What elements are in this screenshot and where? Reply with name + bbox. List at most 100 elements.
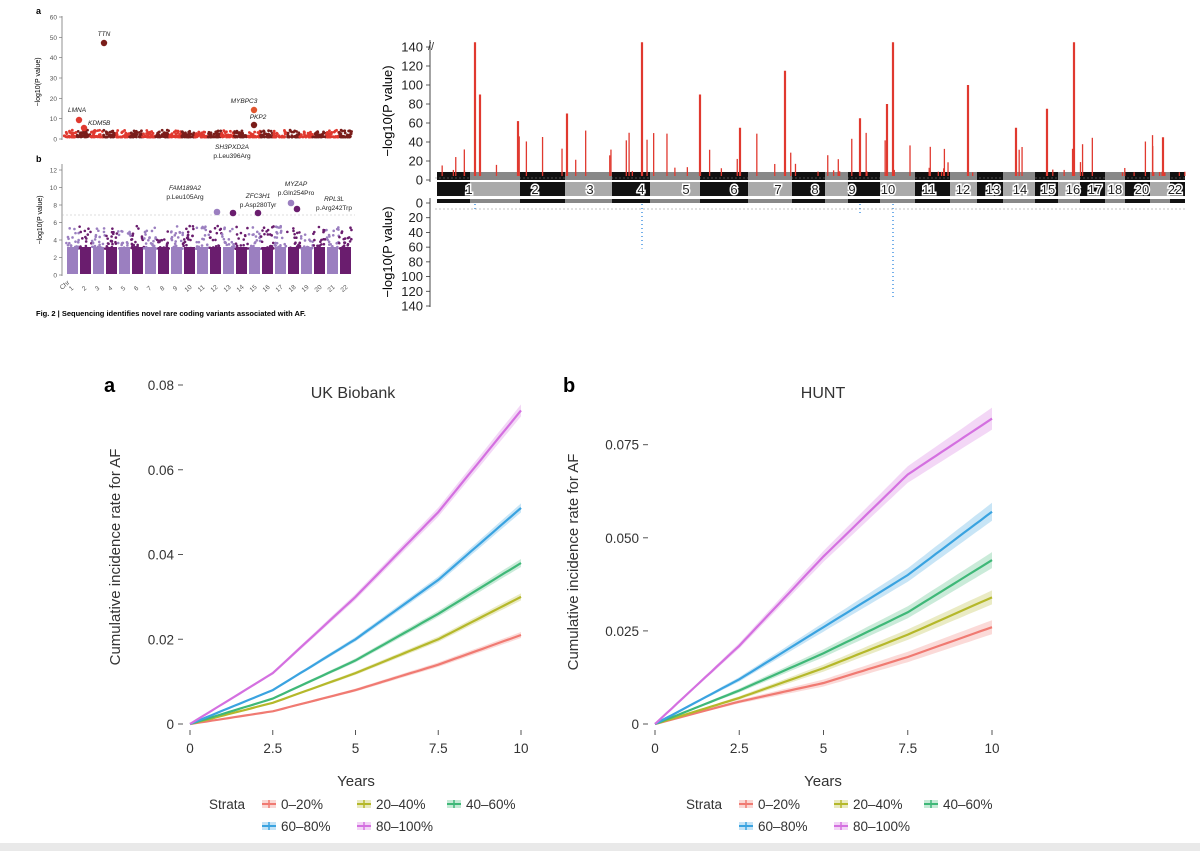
data-point xyxy=(246,226,249,230)
data-point xyxy=(178,230,182,234)
data-point xyxy=(329,246,333,250)
xtick-label: 5 xyxy=(820,741,828,756)
chromosome-segment xyxy=(880,182,915,196)
km-ukb-panel: a UK Biobank Cumulative incidence rate f… xyxy=(104,375,529,790)
dense-band xyxy=(880,172,915,180)
ytick-label: 60 xyxy=(50,15,58,22)
dense-band xyxy=(1003,199,1035,203)
data-point xyxy=(227,243,231,246)
data-point xyxy=(237,237,240,240)
data-point xyxy=(96,135,100,138)
hit-label: LMNA xyxy=(68,107,86,114)
data-point xyxy=(286,230,289,234)
data-point xyxy=(327,243,331,246)
data-point xyxy=(93,245,96,248)
data-point xyxy=(241,246,245,250)
data-point xyxy=(114,247,118,250)
data-point xyxy=(310,246,314,250)
data-point xyxy=(260,240,264,244)
ytick-label: 120 xyxy=(401,59,423,74)
dense-band xyxy=(1035,199,1058,203)
data-point xyxy=(228,129,232,133)
data-point xyxy=(76,129,80,133)
km-hunt-ylabel: Cumulative incidence rate for AF xyxy=(565,454,582,671)
dense-band xyxy=(565,199,612,203)
data-point xyxy=(106,242,110,245)
data-point xyxy=(261,247,265,250)
data-point xyxy=(279,226,282,229)
data-point xyxy=(204,228,208,232)
data-point xyxy=(337,241,341,245)
chromosome-segment xyxy=(437,182,470,196)
data-point xyxy=(251,226,255,229)
data-point xyxy=(247,135,251,139)
data-point xyxy=(223,131,227,135)
ytick-label: 0.04 xyxy=(148,548,175,563)
hit-gene-label: MYZAP xyxy=(285,181,308,188)
data-point xyxy=(203,234,207,237)
data-point xyxy=(189,238,192,242)
data-point xyxy=(235,233,239,236)
data-point xyxy=(340,231,343,235)
hit-point xyxy=(80,124,88,132)
data-point xyxy=(247,131,251,134)
xtick-label: 7 xyxy=(146,285,154,293)
data-point xyxy=(205,246,208,250)
data-point xyxy=(293,236,296,239)
data-point xyxy=(316,247,320,250)
dense-band xyxy=(158,247,169,274)
data-point xyxy=(96,245,100,249)
dense-band xyxy=(612,199,650,203)
data-point xyxy=(133,245,137,249)
data-point xyxy=(273,236,277,239)
data-point xyxy=(235,244,239,248)
data-point xyxy=(112,132,116,135)
data-point xyxy=(188,224,191,228)
data-point xyxy=(263,232,266,236)
data-point xyxy=(144,242,148,245)
data-point xyxy=(115,133,119,136)
bottom-strip xyxy=(0,843,1200,851)
xtick-label: 22 xyxy=(340,284,350,294)
hit-point xyxy=(229,209,237,217)
series-line-60–80% xyxy=(189,507,522,726)
data-point xyxy=(143,237,146,240)
data-point xyxy=(121,241,125,245)
data-point xyxy=(200,244,204,247)
chromosome-segment xyxy=(950,182,977,196)
data-point xyxy=(77,134,81,138)
data-point xyxy=(86,233,90,236)
data-point xyxy=(267,132,270,136)
dense-band xyxy=(132,247,143,274)
data-point xyxy=(108,133,111,137)
data-point xyxy=(150,229,154,233)
chromosome-segment xyxy=(792,182,825,196)
data-point xyxy=(132,129,136,133)
data-point xyxy=(223,227,226,231)
ytick-label: 40 xyxy=(409,225,423,240)
data-point xyxy=(179,247,182,251)
data-point xyxy=(65,241,68,245)
ytick-label: 0.02 xyxy=(148,632,174,647)
data-point xyxy=(114,236,118,239)
chromosome-segment xyxy=(1058,182,1080,196)
data-point xyxy=(129,234,132,238)
data-point xyxy=(84,244,88,248)
dense-band xyxy=(437,199,470,203)
data-point xyxy=(117,230,120,233)
data-point xyxy=(266,228,270,232)
data-point xyxy=(228,229,232,233)
ytick-label: 12 xyxy=(50,168,58,175)
data-point xyxy=(246,247,250,250)
data-point xyxy=(137,246,140,250)
dense-band xyxy=(700,199,748,203)
data-point xyxy=(185,243,188,247)
data-point xyxy=(255,239,259,242)
data-point xyxy=(172,245,175,249)
data-point xyxy=(247,232,251,236)
data-point xyxy=(82,247,86,251)
data-point xyxy=(105,244,109,248)
data-point xyxy=(112,135,115,138)
km-ukb-legend: Strata 0–20% 20–40% 40–60% 60–80% 80–100% xyxy=(209,797,516,834)
dense-band xyxy=(1170,199,1185,203)
